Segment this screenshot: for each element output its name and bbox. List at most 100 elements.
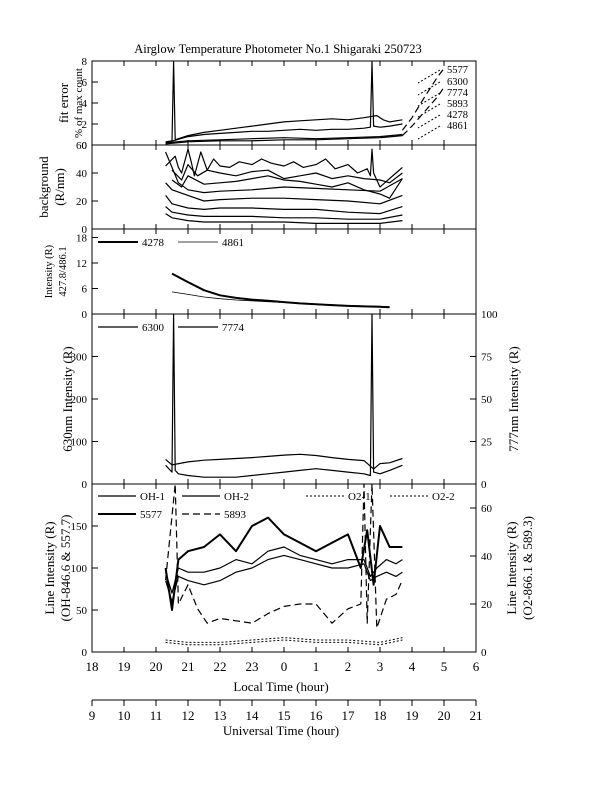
legend-label: 7774	[222, 322, 245, 334]
legend-leader	[417, 69, 441, 84]
legend-label: 4278	[447, 110, 468, 121]
y-tick-label: 0	[82, 224, 88, 236]
x-tick-label-universal: 10	[118, 708, 131, 723]
series-7774	[165, 135, 403, 145]
legend-label: 6300	[142, 322, 165, 334]
series-5577	[164, 516, 403, 611]
y-tick-label: 12	[76, 258, 87, 270]
x-tick-label-local: 4	[409, 659, 416, 674]
x-tick-label-universal: 12	[182, 708, 195, 723]
x-label-universal: Universal Time (hour)	[223, 723, 339, 738]
legend-leader	[417, 125, 441, 140]
y-tick-label-right: 0	[481, 479, 487, 491]
legend-label: OH-1	[140, 491, 165, 503]
y-tick-label-right: 100	[481, 309, 498, 321]
legend-leader	[417, 81, 441, 96]
y-label-630nm: 630nm Intensity (R)	[60, 346, 75, 451]
y-label-777nm: 777nm Intensity (R)	[506, 346, 521, 451]
x-label-local: Local Time (hour)	[233, 679, 328, 694]
x-tick-label-universal: 17	[342, 708, 356, 723]
legend-label: 4278	[142, 237, 165, 249]
legend-label: 7774	[447, 88, 469, 99]
series-4278	[401, 68, 445, 131]
legend-leader	[417, 92, 441, 107]
series-line-7	[165, 213, 403, 224]
y-tick-label: 40	[76, 168, 88, 180]
panels-group: 18 19 20 21 22 23 0 1 2 3 4 5 69 10 11 12 13 14 15 16 17 18 19…	[36, 56, 535, 723]
y-tick-label: 300	[71, 352, 88, 364]
y-label-line-intensity-right: Line Intensity (R)	[504, 521, 519, 614]
legend-label: 4861	[222, 237, 244, 249]
series-6300	[165, 61, 403, 144]
y-tick-label-right: 0	[481, 647, 487, 659]
y-tick-label-right: 50	[481, 394, 493, 406]
y-label-intensity: Intensity (R)	[44, 244, 55, 298]
y-tick-label-right: 60	[481, 503, 493, 515]
y-label-line-intensity-oh: (OH-846.6 & 557.7)	[58, 515, 73, 622]
series-o2-2	[165, 639, 403, 646]
y-tick-label: 6	[82, 77, 88, 89]
legend-leader	[417, 114, 441, 129]
y-tick-label: 60	[76, 140, 88, 152]
series-line-1	[171, 164, 403, 184]
x-tick-label-universal: 20	[438, 708, 451, 723]
legend-label: 5577	[140, 509, 163, 521]
x-tick-label-local: 3	[377, 659, 384, 674]
x-tick-label-local: 6	[473, 659, 480, 674]
series-7774	[165, 313, 403, 478]
y-tick-label-right: 75	[481, 352, 493, 364]
y-tick-label: 0	[82, 647, 88, 659]
y-tick-label: 8	[82, 56, 88, 68]
x-tick-label-universal: 14	[246, 708, 260, 723]
x-tick-label-local: 20	[150, 659, 163, 674]
legend-label: OH-2	[224, 491, 249, 503]
series-line-3	[165, 151, 403, 194]
x-tick-label-local: 18	[86, 659, 99, 674]
chart-title: Airglow Temperature Photometer No.1 Shig…	[134, 42, 422, 56]
y-tick-label-right: 40	[481, 551, 493, 563]
series-5893	[165, 133, 403, 144]
series-line-0	[165, 148, 403, 188]
panel-frame-1	[91, 60, 477, 146]
y-tick-label: 150	[71, 521, 88, 533]
legend-label: 6300	[447, 77, 468, 88]
x-tick-label-local: 5	[441, 659, 448, 674]
series-6300	[165, 453, 403, 470]
legend-label: 5893	[447, 99, 468, 110]
series-4861	[171, 291, 390, 308]
y-tick-label: 20	[76, 196, 88, 208]
x-tick-label-local: 23	[246, 659, 259, 674]
y-tick-label-right: 25	[481, 437, 493, 449]
x-tick-label-universal: 15	[278, 708, 291, 723]
y-tick-label: 50	[76, 605, 88, 617]
x-tick-label-universal: 13	[214, 708, 227, 723]
y-tick-label: 0	[82, 140, 88, 152]
series-line-5	[165, 195, 403, 215]
y-tick-label: 6	[82, 284, 88, 296]
x-tick-label-local: 21	[182, 659, 195, 674]
legend-label: 5893	[224, 509, 247, 521]
series-5893	[165, 483, 403, 629]
x-tick-label-local: 19	[118, 659, 131, 674]
y-tick-label: 0	[82, 309, 88, 321]
x-tick-label-universal: 18	[374, 708, 387, 723]
series-line-6	[165, 206, 403, 220]
y-label-background: background	[36, 156, 51, 218]
series-oh-1	[165, 554, 403, 603]
x-tick-label-universal: 21	[470, 708, 483, 723]
y-tick-label-right: 20	[481, 599, 493, 611]
x-tick-label-local: 22	[214, 659, 227, 674]
y-tick-label: 0	[82, 479, 88, 491]
series-o2-1	[165, 637, 403, 643]
legend-leader	[417, 103, 441, 118]
x-tick-label-local: 2	[345, 659, 352, 674]
y-tick-label: 100	[71, 437, 88, 449]
x-tick-label-universal: 19	[406, 708, 419, 723]
legend-label: O2-1	[348, 491, 371, 503]
y-tick-label: 4	[82, 98, 88, 110]
y-tick-label: 100	[71, 563, 88, 575]
legend-label: O2-2	[432, 491, 455, 503]
x-tick-label-universal: 11	[150, 708, 163, 723]
y-tick-label: 2	[82, 119, 88, 131]
y-label-line-intensity-o2: (O2-866.1 & 589.3)	[520, 516, 535, 620]
